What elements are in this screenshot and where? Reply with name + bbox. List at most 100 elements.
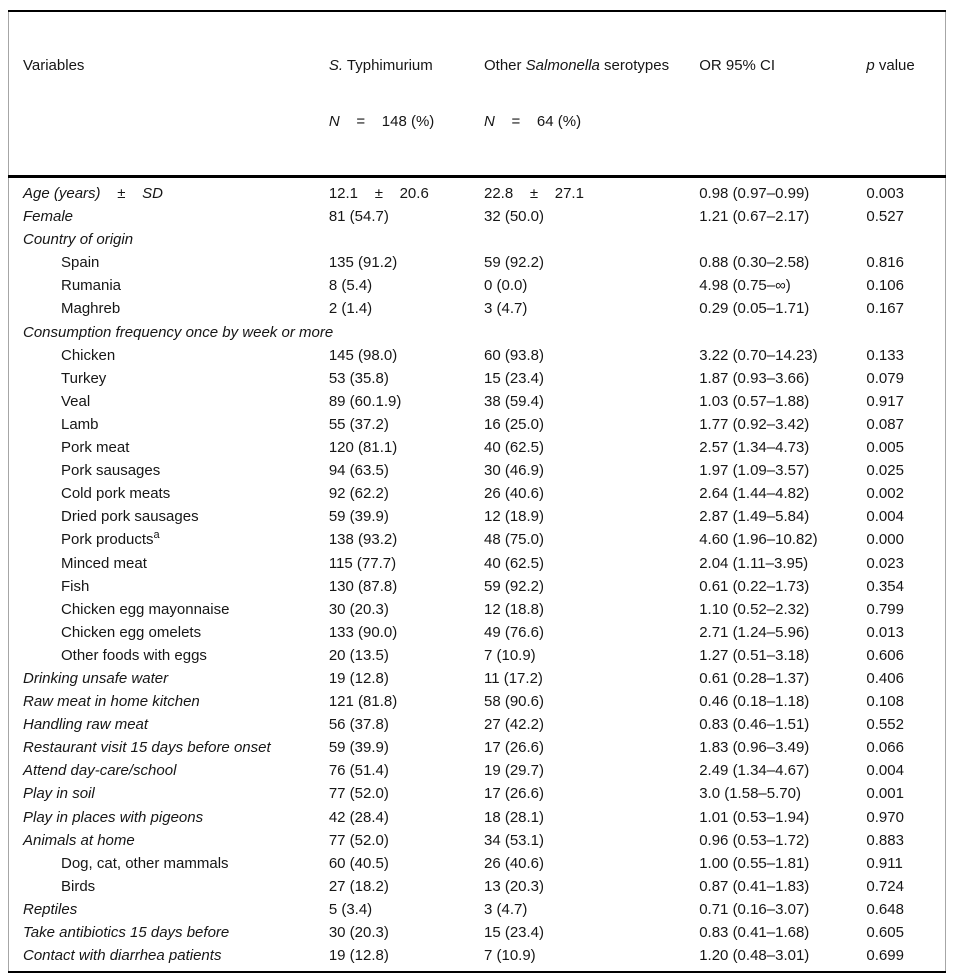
cell-or-ci bbox=[699, 228, 866, 251]
row-label: Rumania bbox=[61, 277, 122, 295]
cell-or-ci: 1.87 (0.93–3.66) bbox=[699, 369, 810, 387]
cell-other-serotypes: 40 (62.5) bbox=[483, 554, 545, 572]
text-run: p bbox=[866, 57, 875, 74]
cell-p-value bbox=[866, 228, 945, 251]
cell-s-typhimurium: 120 (81.1) bbox=[328, 439, 398, 457]
cell-or-ci: 0.46 (0.18–1.18) bbox=[699, 693, 810, 711]
cell-other-serotypes: 17 (26.6) bbox=[483, 785, 545, 803]
row-label: Fish bbox=[61, 577, 90, 595]
cell-s-typhimurium: 42 (28.4) bbox=[328, 808, 389, 826]
table-row: Dried pork sausages 59 (39.9) 12 (18.9) 2.8… bbox=[9, 505, 946, 528]
row-label: Pork productsa bbox=[61, 529, 160, 549]
text-run: N bbox=[328, 113, 340, 130]
row-label: Handling raw meat bbox=[23, 716, 149, 734]
header-s-typhimurium: S. Typhimurium N = 148 (%) bbox=[328, 11, 484, 178]
row-label: Lamb bbox=[61, 415, 99, 433]
row-label: Chicken egg omelets bbox=[61, 623, 202, 641]
cell-other-serotypes: 3 (4.7) bbox=[483, 300, 528, 318]
row-label: Female bbox=[23, 208, 74, 226]
cell-or-ci: 2.04 (1.11–3.95) bbox=[699, 554, 809, 572]
row-label: Spain bbox=[61, 254, 100, 272]
cell-or-ci: 1.83 (0.96–3.49) bbox=[699, 739, 810, 757]
row-label: Drinking unsafe water bbox=[23, 669, 169, 687]
cell-other-serotypes: 30 (46.9) bbox=[483, 462, 545, 480]
cell-s-typhimurium: 145 (98.0) bbox=[328, 346, 398, 364]
table-row: Female 81 (54.7) 32 (50.0) 1.21 (0.67–2.17)… bbox=[9, 205, 946, 228]
header-s-typhimurium-line1: S. Typhimurium bbox=[329, 55, 484, 77]
table-row: Birds 27 (18.2) 13 (20.3) 0.87 (0.41–1.83) 0… bbox=[9, 875, 946, 898]
table-row: Chicken 145 (98.0) 60 (93.8) 3.22 (0.70–14.… bbox=[9, 344, 946, 367]
cell-p-value: 0.013 bbox=[866, 623, 904, 641]
row-label: Veal bbox=[61, 392, 91, 410]
row-label: Pork sausages bbox=[61, 462, 161, 480]
cell-s-typhimurium: 55 (37.2) bbox=[328, 415, 389, 433]
cell-or-ci: 0.83 (0.46–1.51) bbox=[699, 716, 810, 734]
text-run: Typhimurium bbox=[343, 57, 433, 74]
row-label: Pork meat bbox=[61, 439, 130, 457]
cell-p-value: 0.025 bbox=[866, 462, 904, 480]
table-row: Contact with diarrhea patients 19 (12.8) 7… bbox=[9, 944, 946, 972]
table-row: Other foods with eggs 20 (13.5) 7 (10.9) 1.… bbox=[9, 644, 946, 667]
cell-p-value: 0.605 bbox=[866, 924, 904, 941]
cell-s-typhimurium: 81 (54.7) bbox=[328, 208, 389, 226]
cell-s-typhimurium: 135 (91.2) bbox=[328, 254, 398, 272]
table-row: Lamb 55 (37.2) 16 (25.0) 1.77 (0.92–3.42) 0.… bbox=[9, 413, 946, 436]
table-row: Play in places with pigeons 42 (28.4) 18 (… bbox=[9, 806, 946, 829]
row-label: Maghreb bbox=[61, 300, 121, 318]
cell-or-ci: 2.64 (1.44–4.82) bbox=[699, 485, 810, 503]
cell-s-typhimurium: 30 (20.3) bbox=[328, 600, 389, 618]
cell-p-value: 0.552 bbox=[866, 716, 904, 734]
cell-or-ci: 2.87 (1.49–5.84) bbox=[699, 508, 810, 526]
cell-or-ci: 1.97 (1.09–3.57) bbox=[699, 462, 810, 480]
table-row: Dog, cat, other mammals 60 (40.5) 26 (40.6… bbox=[9, 852, 946, 875]
cell-s-typhimurium: 77 (52.0) bbox=[328, 785, 389, 803]
cell-p-value: 0.066 bbox=[866, 739, 904, 757]
table-row: Drinking unsafe water 19 (12.8) 11 (17.2) 0… bbox=[9, 667, 946, 690]
cell-other-serotypes: 19 (29.7) bbox=[483, 762, 545, 780]
row-label: Birds bbox=[61, 877, 96, 895]
table-row: Cold pork meats 92 (62.2) 26 (40.6) 2.64 (1… bbox=[9, 482, 946, 505]
cell-s-typhimurium: 121 (81.8) bbox=[328, 693, 398, 711]
cell-s-typhimurium bbox=[329, 228, 484, 251]
table-row: Chicken egg omelets 133 (90.0) 49 (76.6) 2.… bbox=[9, 621, 946, 644]
cell-p-value: 0.527 bbox=[866, 208, 904, 226]
row-label: Dog, cat, other mammals bbox=[61, 854, 229, 872]
cell-other-serotypes: 59 (92.2) bbox=[483, 254, 545, 272]
cell-other-serotypes: 34 (53.1) bbox=[483, 831, 545, 849]
cell-or-ci: 2.49 (1.34–4.67) bbox=[699, 762, 810, 780]
cell-or-ci: 0.88 (0.30–2.58) bbox=[699, 254, 810, 272]
cell-s-typhimurium: 133 (90.0) bbox=[328, 623, 398, 641]
table-row: Animals at home 77 (52.0) 34 (53.1) 0.96 (0… bbox=[9, 829, 946, 852]
table-row: Pork sausages 94 (63.5) 30 (46.9) 1.97 (1.0… bbox=[9, 459, 946, 482]
cell-s-typhimurium: 5 (3.4) bbox=[328, 900, 373, 918]
header-other-serotypes: Other Salmonella serotypes N = 64 (%) bbox=[483, 11, 700, 178]
table-row: Rumania 8 (5.4) 0 (0.0) 4.98 (0.75–∞) 0.106 bbox=[9, 274, 946, 297]
cell-or-ci: 0.87 (0.41–1.83) bbox=[699, 877, 810, 895]
cell-s-typhimurium: 56 (37.8) bbox=[328, 716, 389, 734]
cell-other-serotypes: 58 (90.6) bbox=[483, 693, 545, 711]
table-frame: Variables S. Typhimurium N = 148 (%) Oth… bbox=[8, 10, 946, 973]
cell-p-value: 0.005 bbox=[866, 439, 904, 457]
cell-p-value: 0.917 bbox=[866, 392, 904, 410]
cell-or-ci: 1.00 (0.55–1.81) bbox=[699, 854, 810, 872]
cell-or-ci: 4.98 (0.75–∞) bbox=[699, 277, 791, 295]
cell-other-serotypes: 27 (42.2) bbox=[483, 716, 545, 734]
header-other-serotypes-line2: N = 64 (%) bbox=[484, 111, 699, 133]
cell-other-serotypes: 7 (10.9) bbox=[483, 947, 536, 965]
cell-or-ci: 1.10 (0.52–2.32) bbox=[699, 600, 810, 618]
cell-other-serotypes: 22.8 ± 27.1 bbox=[483, 185, 584, 202]
cell-or-ci: 0.71 (0.16–3.07) bbox=[699, 900, 810, 918]
cell-s-typhimurium: 2 (1.4) bbox=[328, 300, 373, 318]
text-run: N bbox=[483, 113, 495, 130]
cell-p-value: 0.699 bbox=[866, 947, 904, 965]
cell-p-value: 0.004 bbox=[866, 508, 904, 526]
text-run: S. bbox=[328, 57, 344, 74]
table-row: Pork productsa 138 (93.2) 48 (75.0) 4.60 (1… bbox=[9, 528, 946, 551]
cell-or-ci: 1.21 (0.67–2.17) bbox=[699, 208, 810, 226]
cell-other-serotypes: 12 (18.9) bbox=[483, 508, 545, 526]
cell-or-ci: 0.96 (0.53–1.72) bbox=[699, 831, 810, 849]
row-label: Play in soil bbox=[23, 785, 95, 803]
cell-or-ci bbox=[699, 321, 866, 344]
cell-or-ci: 1.03 (0.57–1.88) bbox=[699, 392, 810, 410]
header-variables: Variables bbox=[8, 11, 329, 178]
